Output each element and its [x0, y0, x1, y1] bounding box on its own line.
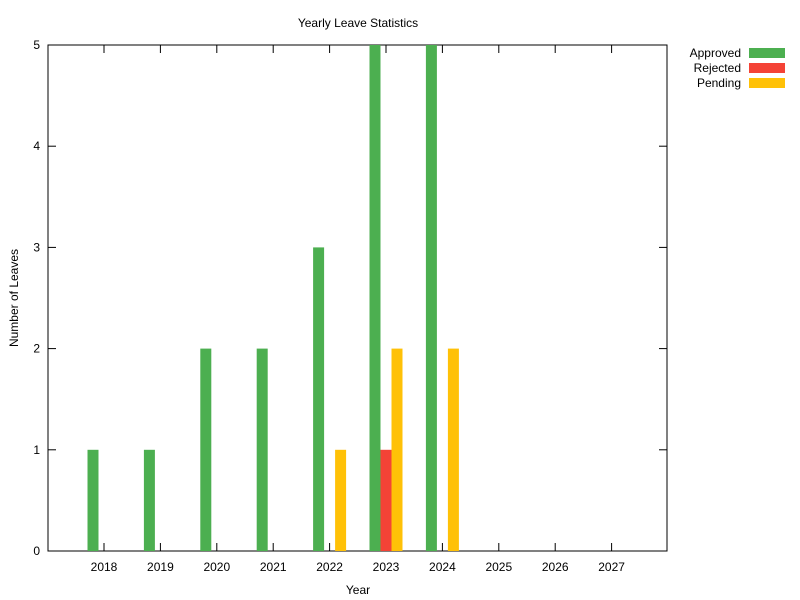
bar-approved-2024	[425, 45, 437, 551]
legend-label: Approved	[690, 46, 741, 60]
x-tick-label: 2024	[429, 560, 456, 574]
plot-area-frame	[47, 44, 668, 552]
chart-title: Yearly Leave Statistics	[298, 16, 418, 30]
x-tick-label: 2022	[316, 560, 343, 574]
y-tick-label: 0	[33, 544, 40, 558]
x-tick-label: 2026	[542, 560, 569, 574]
y-axis-label: Number of Leaves	[7, 249, 21, 347]
x-tick-label: 2025	[485, 560, 512, 574]
y-tick-label: 5	[33, 38, 40, 52]
x-axis: 2018 2019 2020 2021 2022 2023 2024 2025 2026 2027	[91, 45, 625, 574]
y-axis: 0 1 2 3 4 5	[33, 38, 667, 558]
bars-group	[87, 45, 459, 551]
x-tick-label: 2020	[203, 560, 230, 574]
bar-approved-2023	[369, 45, 381, 551]
x-tick-label: 2023	[373, 560, 400, 574]
x-tick-label: 2018	[91, 560, 118, 574]
legend-swatch-rejected	[749, 63, 785, 73]
x-tick-label: 2027	[598, 560, 625, 574]
legend-label: Rejected	[694, 61, 741, 75]
y-tick-label: 3	[33, 240, 40, 254]
x-axis-label: Year	[346, 583, 370, 597]
legend-swatch-approved	[749, 48, 785, 58]
bar-rejected-2023	[380, 449, 392, 551]
bar-pending-2023	[391, 348, 403, 551]
x-tick-label: 2021	[260, 560, 287, 574]
bar-approved-2018	[87, 449, 99, 551]
legend-swatch-pending	[749, 78, 785, 88]
bar-approved-2019	[143, 449, 155, 551]
legend-label: Pending	[697, 76, 741, 90]
x-tick-label: 2019	[147, 560, 174, 574]
bar-pending-2022	[335, 449, 347, 551]
y-tick-label: 4	[33, 139, 40, 153]
bar-approved-2021	[256, 348, 268, 551]
bar-approved-2022	[313, 247, 325, 551]
bar-pending-2024	[447, 348, 459, 551]
y-tick-label: 2	[33, 342, 40, 356]
bar-approved-2020	[200, 348, 212, 551]
y-tick-label: 1	[33, 443, 40, 457]
